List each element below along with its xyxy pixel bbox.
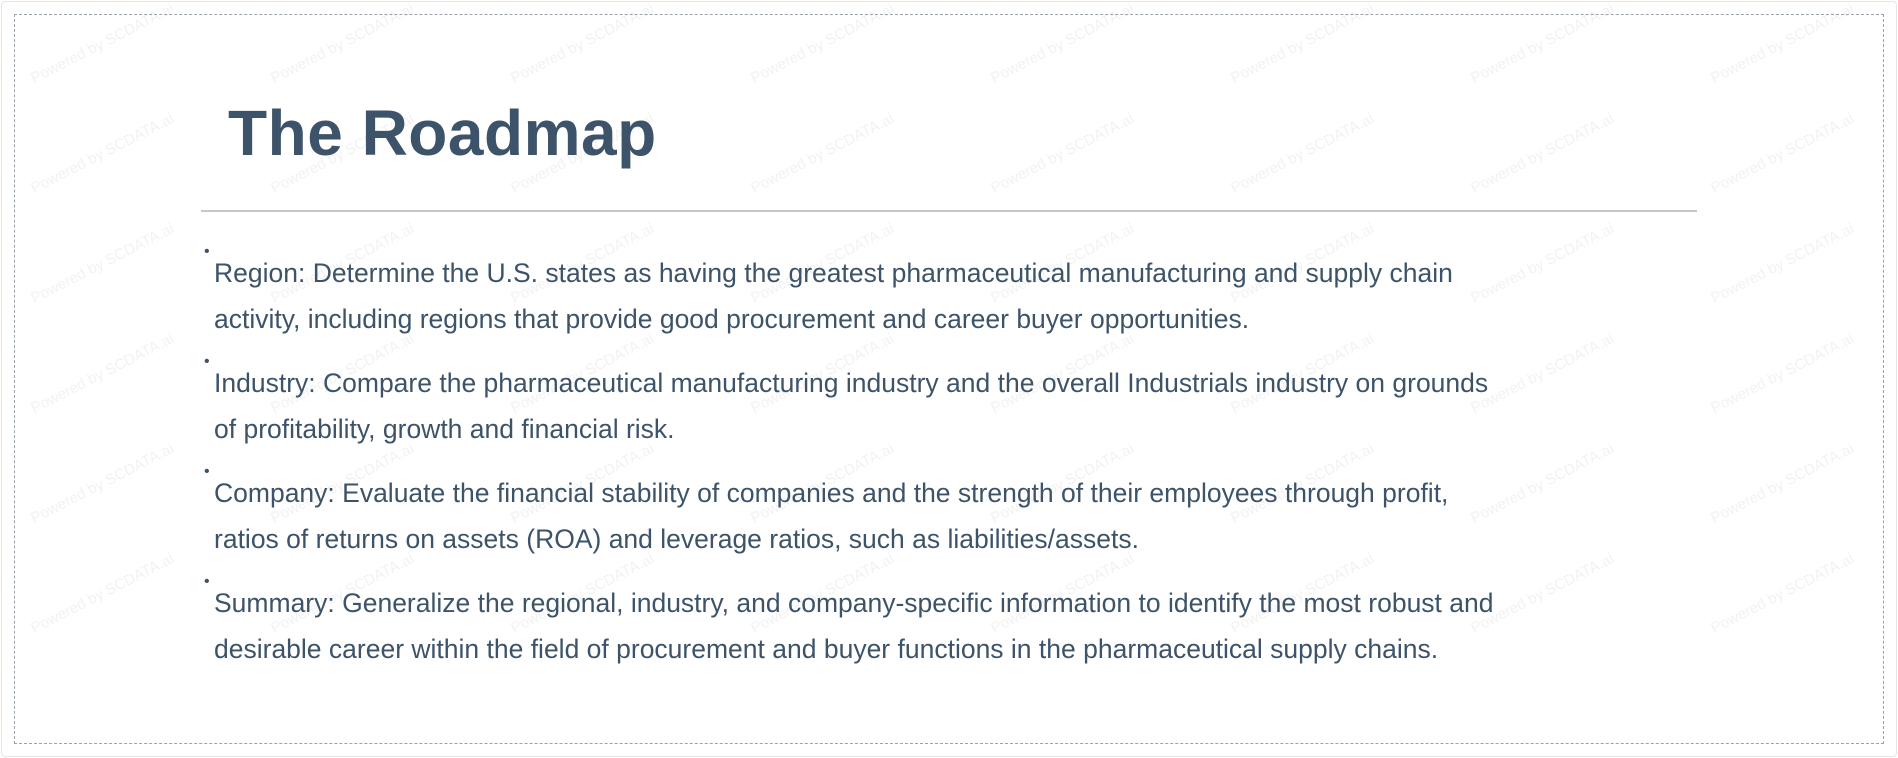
page-title: The Roadmap bbox=[228, 97, 657, 169]
item-text-line: ratios of returns on assets (ROA) and le… bbox=[214, 524, 1139, 554]
item-text-line: Industry: Compare the pharmaceutical man… bbox=[214, 368, 1489, 398]
item-text-line: Region: Determine the U.S. states as hav… bbox=[214, 258, 1453, 288]
roadmap-list: • Region: Determine the U.S. states as h… bbox=[204, 244, 1684, 690]
item-text-line: of profitability, growth and financial r… bbox=[214, 414, 675, 444]
item-text-line: activity, including regions that provide… bbox=[214, 304, 1250, 334]
list-item-company: • Company: Evaluate the financial stabil… bbox=[204, 464, 1684, 562]
list-item-summary: • Summary: Generalize the regional, indu… bbox=[204, 574, 1684, 672]
bullet-icon: • bbox=[204, 573, 210, 590]
list-item-region: • Region: Determine the U.S. states as h… bbox=[204, 244, 1684, 342]
item-text-line: desirable career within the field of pro… bbox=[214, 634, 1439, 664]
list-item-industry: • Industry: Compare the pharmaceutical m… bbox=[204, 354, 1684, 452]
item-text-line: Company: Evaluate the financial stabilit… bbox=[214, 478, 1449, 508]
title-divider bbox=[201, 210, 1697, 212]
bullet-icon: • bbox=[204, 243, 210, 260]
bullet-icon: • bbox=[204, 463, 210, 480]
bullet-icon: • bbox=[204, 353, 210, 370]
item-text-line: Summary: Generalize the regional, indust… bbox=[214, 588, 1494, 618]
slide-frame bbox=[14, 14, 1884, 744]
